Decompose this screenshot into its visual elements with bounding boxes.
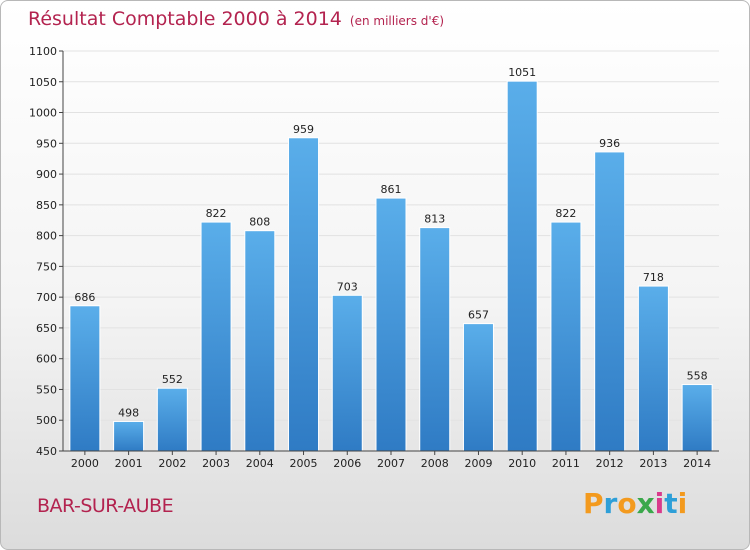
- data-label: 959: [293, 123, 314, 136]
- data-label: 703: [337, 280, 358, 293]
- bar: [681, 384, 713, 452]
- bar: [288, 137, 320, 452]
- bar: [594, 151, 626, 452]
- x-tick-label: 2006: [333, 457, 361, 470]
- data-label: 808: [249, 216, 270, 229]
- data-label: 822: [206, 207, 227, 220]
- x-tick-label: 2014: [683, 457, 711, 470]
- bar: [506, 80, 538, 452]
- chart-title: Résultat Comptable 2000 à 2014 (en millie…: [28, 8, 444, 30]
- x-tick-label: 2002: [158, 457, 186, 470]
- data-label: 558: [687, 370, 708, 383]
- x-tick-label: 2008: [421, 457, 449, 470]
- data-label: 936: [599, 137, 620, 150]
- data-label: 657: [468, 309, 489, 322]
- y-tick-label: 600: [36, 353, 57, 366]
- x-tick-label: 2010: [508, 457, 536, 470]
- data-label: 1051: [508, 66, 536, 79]
- y-tick-label: 750: [36, 260, 57, 273]
- logo-letter: x: [636, 487, 655, 520]
- y-tick-label: 1050: [29, 76, 57, 89]
- x-tick-label: 2000: [71, 457, 99, 470]
- x-tick-label: 2001: [115, 457, 143, 470]
- bar: [244, 230, 276, 452]
- data-label: 498: [118, 406, 139, 419]
- bar: [156, 387, 188, 452]
- x-tick-label: 2005: [290, 457, 318, 470]
- chart-subtitle: (en milliers d'€): [349, 14, 445, 28]
- bar: [419, 227, 451, 452]
- bar: [375, 197, 407, 452]
- data-label: 813: [424, 213, 445, 226]
- y-tick-label: 450: [36, 445, 57, 458]
- bar: [462, 323, 494, 452]
- x-tick-label: 2009: [464, 457, 492, 470]
- data-label: 552: [162, 373, 183, 386]
- y-tick-label: 650: [36, 322, 57, 335]
- data-label: 686: [74, 291, 95, 304]
- logo-letter: o: [617, 487, 637, 520]
- x-tick-label: 2012: [596, 457, 624, 470]
- x-tick-label: 2004: [246, 457, 274, 470]
- y-tick-label: 800: [36, 230, 57, 243]
- logo-letter: t: [664, 487, 678, 520]
- y-tick-label: 500: [36, 414, 57, 427]
- x-tick-label: 2007: [377, 457, 405, 470]
- bar: [113, 420, 145, 452]
- data-label: 718: [643, 271, 664, 284]
- y-tick-label: 1100: [29, 45, 57, 58]
- data-label: 861: [381, 183, 402, 196]
- logo-letter: i: [677, 487, 688, 520]
- y-tick-label: 1000: [29, 107, 57, 120]
- logo-letter: i: [654, 487, 665, 520]
- bars: 686 498 552 822 808 959 703 861 813 657 1051 822 936…: [69, 66, 713, 452]
- bar: [331, 294, 363, 452]
- proxiti-logo[interactable]: Proxiti: [583, 487, 687, 520]
- y-tick-label: 950: [36, 137, 57, 150]
- axes: 450 500 550 600 650 700 750 800 850 900 950 1000 105…: [29, 45, 719, 470]
- y-tick-label: 850: [36, 199, 57, 212]
- y-tick-label: 900: [36, 168, 57, 181]
- bar: [69, 305, 101, 452]
- title-text: Résultat Comptable 2000 à 2014: [28, 8, 342, 30]
- logo-letter: P: [583, 487, 604, 520]
- bar: [550, 221, 582, 452]
- data-label: 822: [555, 207, 576, 220]
- y-tick-label: 700: [36, 291, 57, 304]
- x-tick-label: 2011: [552, 457, 580, 470]
- x-tick-label: 2003: [202, 457, 230, 470]
- bar: [637, 285, 669, 452]
- x-tick-label: 2013: [639, 457, 667, 470]
- town-name: BAR-SUR-AUBE: [37, 495, 174, 517]
- y-tick-label: 550: [36, 383, 57, 396]
- bar: [200, 221, 232, 452]
- logo-letter: r: [603, 487, 618, 520]
